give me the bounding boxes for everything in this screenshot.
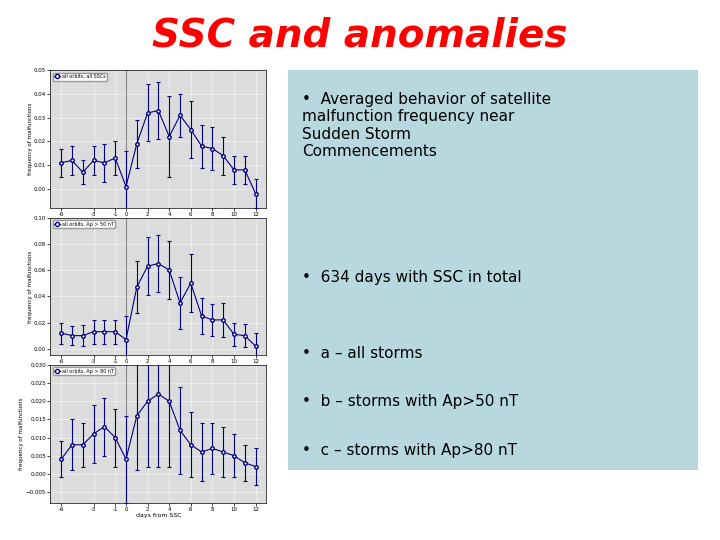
X-axis label: days from SSC: days from SSC xyxy=(135,219,181,224)
Y-axis label: frequency of malfunctions: frequency of malfunctions xyxy=(19,397,24,470)
Y-axis label: frequency of malfunctions: frequency of malfunctions xyxy=(27,103,32,176)
Text: •  Averaged behavior of satellite
malfunction frequency near
Sudden Storm
Commen: • Averaged behavior of satellite malfunc… xyxy=(302,92,552,159)
Y-axis label: frequency of malfunctions: frequency of malfunctions xyxy=(27,250,32,323)
Legend: all orbits, Ap > 50 nT: all orbits, Ap > 50 nT xyxy=(53,220,115,228)
Legend: all orbits, Ap > 80 nT: all orbits, Ap > 80 nT xyxy=(53,368,115,375)
Text: •  a – all storms: • a – all storms xyxy=(302,346,423,361)
Text: •  b – storms with Ap>50 nT: • b – storms with Ap>50 nT xyxy=(302,394,518,409)
X-axis label: days from SSC: days from SSC xyxy=(135,514,181,518)
Text: •  634 days with SSC in total: • 634 days with SSC in total xyxy=(302,270,522,285)
Legend: all orbits, all SSCs: all orbits, all SSCs xyxy=(53,73,107,80)
Text: SSC and anomalies: SSC and anomalies xyxy=(152,16,568,54)
X-axis label: days from SSC: days from SSC xyxy=(135,366,181,371)
Text: •  c – storms with Ap>80 nT: • c – storms with Ap>80 nT xyxy=(302,443,518,458)
